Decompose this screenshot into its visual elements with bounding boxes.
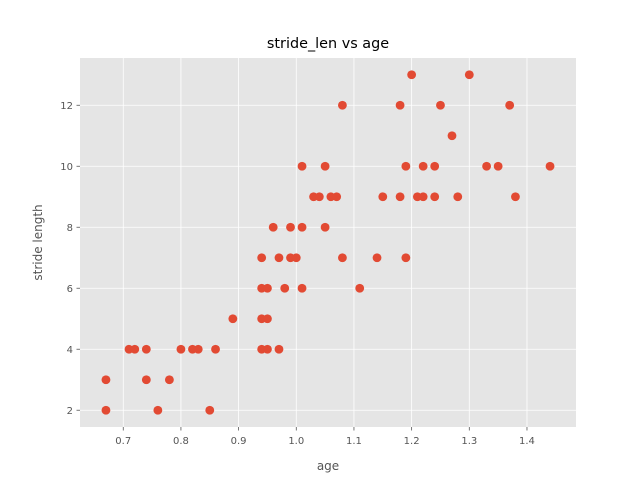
data-point	[372, 253, 382, 263]
data-point	[164, 375, 174, 385]
data-point	[320, 161, 330, 171]
data-point	[286, 222, 295, 232]
data-point	[297, 161, 307, 171]
y-tick-label: 2	[67, 406, 73, 417]
y-tick-label: 10	[60, 162, 73, 173]
data-point	[263, 314, 272, 324]
data-point	[453, 192, 463, 202]
x-axis-title: age	[317, 459, 339, 473]
data-point	[338, 100, 347, 110]
data-point	[436, 100, 445, 110]
y-tick-label: 4	[67, 345, 73, 356]
data-point	[430, 192, 440, 202]
data-point	[430, 161, 440, 171]
data-point	[176, 344, 186, 354]
grid-lines	[80, 58, 576, 427]
data-point	[401, 161, 411, 171]
y-axis-ticks: 2 4 6 8 10 12	[60, 101, 80, 417]
y-tick-label: 8	[67, 223, 73, 234]
plot-area	[80, 58, 576, 427]
x-axis-ticks: 0.7 0.8 0.9 1.0 1.1 1.2 1.3 1.4	[115, 427, 535, 447]
data-point	[153, 405, 163, 415]
data-point	[211, 344, 220, 354]
y-tick-label: 6	[67, 284, 73, 295]
x-tick-label: 1.0	[288, 436, 304, 447]
data-point	[407, 70, 417, 80]
x-tick-label: 0.8	[173, 436, 189, 447]
data-point	[418, 161, 428, 171]
x-tick-label: 1.2	[404, 436, 420, 447]
y-axis-title: stride length	[31, 204, 45, 280]
data-point	[268, 222, 278, 232]
data-point	[193, 344, 203, 354]
data-point	[205, 405, 215, 415]
data-point	[280, 283, 290, 293]
data-point	[101, 375, 111, 385]
data-point	[418, 192, 428, 202]
data-point	[447, 131, 457, 141]
data-point	[482, 161, 492, 171]
data-point	[274, 253, 284, 263]
data-point	[464, 70, 474, 80]
data-point	[257, 253, 267, 263]
data-point	[505, 100, 515, 110]
data-point	[263, 283, 272, 293]
x-tick-label: 1.4	[519, 436, 535, 447]
data-point	[130, 344, 140, 354]
y-tick-label: 12	[60, 101, 73, 112]
x-tick-label: 0.7	[115, 436, 131, 447]
data-point	[493, 161, 503, 171]
data-point	[263, 344, 272, 354]
data-point	[228, 314, 238, 324]
data-point	[297, 222, 307, 232]
chart-title: stride_len vs age	[267, 36, 389, 52]
data-point	[338, 253, 347, 263]
data-point	[274, 344, 284, 354]
data-point	[511, 192, 520, 202]
data-point	[320, 222, 330, 232]
x-tick-label: 1.3	[461, 436, 477, 447]
data-point	[314, 192, 324, 202]
data-point	[332, 192, 342, 202]
data-point	[378, 192, 388, 202]
data-point	[291, 253, 301, 263]
data-point	[141, 375, 151, 385]
data-point	[297, 283, 307, 293]
data-point	[355, 283, 365, 293]
data-point	[395, 192, 405, 202]
x-tick-label: 0.9	[231, 436, 247, 447]
data-point	[401, 253, 411, 263]
data-point	[101, 405, 111, 415]
data-point	[545, 161, 555, 171]
data-points	[101, 70, 555, 415]
data-point	[395, 100, 405, 110]
x-tick-label: 1.1	[346, 436, 362, 447]
data-point	[141, 344, 151, 354]
